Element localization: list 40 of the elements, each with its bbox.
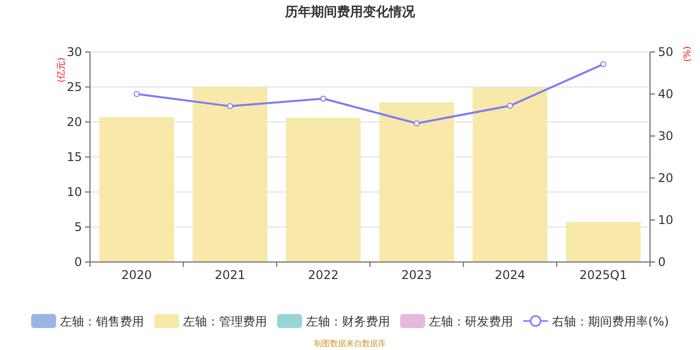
bar bbox=[192, 87, 268, 262]
x-tick-label: 2020 bbox=[121, 268, 152, 282]
point bbox=[320, 96, 326, 102]
y-tick-label: 5 bbox=[74, 220, 82, 234]
bar bbox=[566, 222, 641, 262]
x-tick-label: 2025Q1 bbox=[580, 268, 628, 282]
legend-label: 右轴：期间费用率(%) bbox=[552, 314, 669, 328]
legend-label: 左轴：研发费用 bbox=[429, 314, 514, 328]
x-tick-label: 2022 bbox=[308, 268, 339, 282]
point bbox=[227, 103, 233, 110]
point bbox=[414, 120, 420, 126]
y-tick-label: 0 bbox=[74, 255, 82, 269]
point bbox=[134, 91, 140, 97]
legend-label: 左轴：财务费用 bbox=[306, 314, 390, 328]
y2-tick-label: 0 bbox=[658, 255, 666, 269]
y2-tick-label: 30 bbox=[658, 129, 674, 143]
x-tick-label: 2021 bbox=[214, 268, 246, 282]
x-tick-label: 2023 bbox=[401, 268, 432, 282]
legend-label: 左轴：管理费用 bbox=[183, 314, 268, 328]
y-tick-label: 30 bbox=[66, 45, 82, 59]
x-tick-label: 2024 bbox=[494, 268, 526, 282]
text: 制图数据来自数据库 bbox=[314, 339, 386, 348]
point bbox=[600, 61, 606, 68]
point bbox=[507, 102, 513, 109]
y2-tick-label: 40 bbox=[658, 87, 674, 101]
y2-axis-title: (%) bbox=[683, 46, 693, 62]
y-tick-label: 15 bbox=[66, 150, 82, 164]
chart-title: 历年期间费用变化情况 bbox=[284, 4, 416, 20]
y2-tick-label: 20 bbox=[658, 171, 674, 185]
y-axis-title: (亿元) bbox=[56, 57, 67, 83]
y-tick-label: 20 bbox=[66, 115, 82, 129]
bar bbox=[379, 102, 454, 262]
y-tick-label: 25 bbox=[66, 80, 82, 94]
legend-label: 左轴：销售费用 bbox=[60, 314, 144, 328]
y2-tick-label: 50 bbox=[658, 45, 674, 59]
bar bbox=[286, 118, 361, 262]
bar bbox=[99, 117, 174, 262]
y2-tick-label: 10 bbox=[658, 213, 674, 227]
y-tick-label: 10 bbox=[66, 185, 82, 199]
bar bbox=[472, 88, 548, 262]
